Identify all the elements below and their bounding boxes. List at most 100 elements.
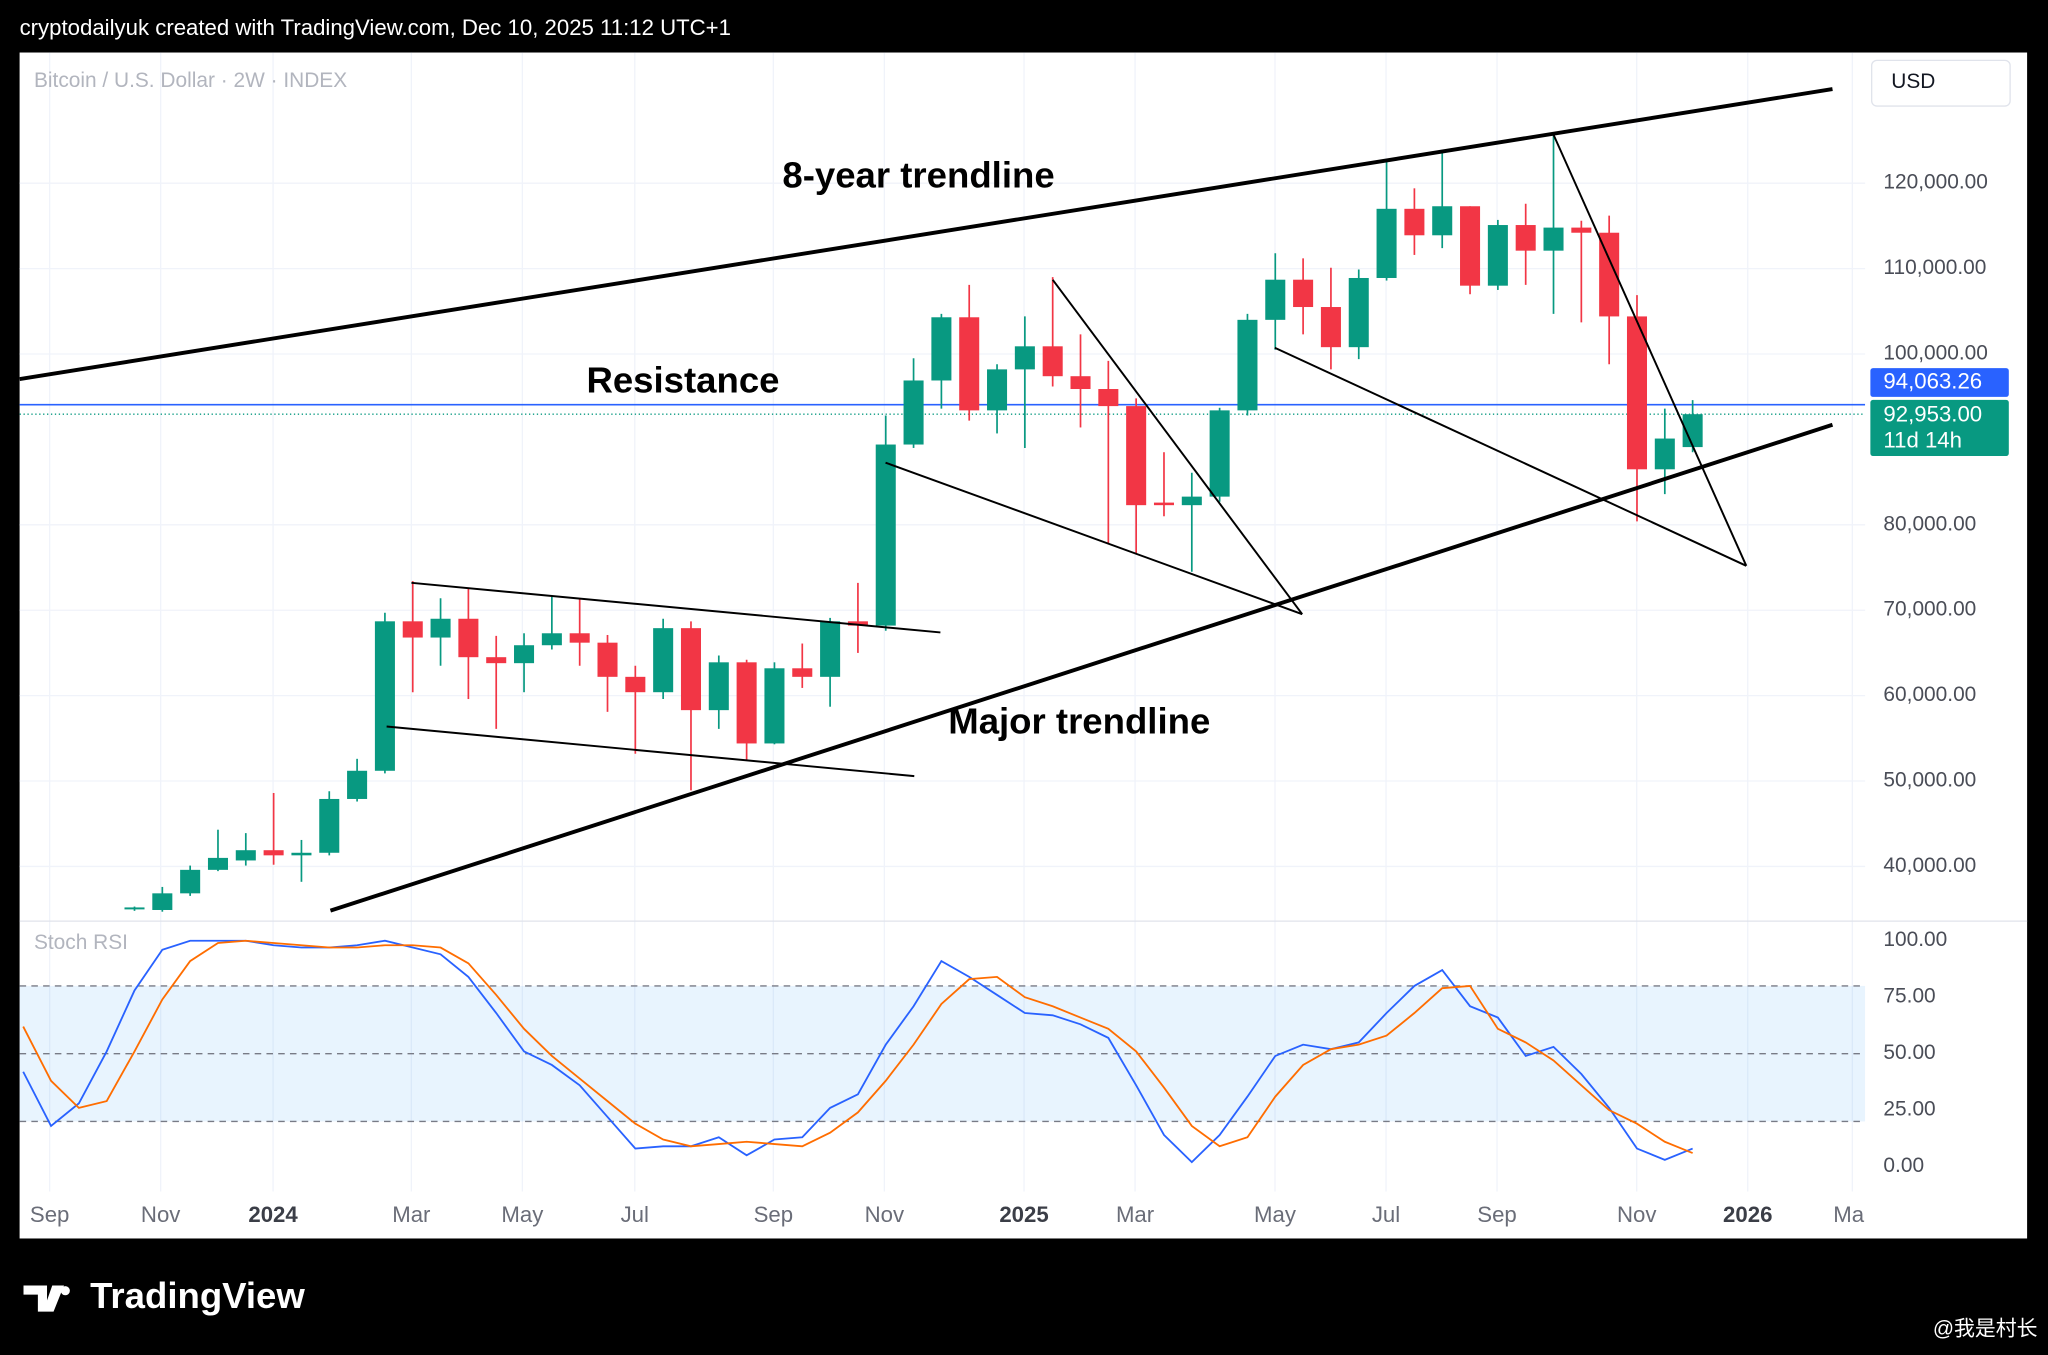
candle-body	[875, 444, 896, 626]
chart-pane	[19, 52, 2028, 1239]
candle-body	[458, 618, 479, 658]
axes: Sep Nov 2024 Mar May Jul Sep Nov 2025 Mar May Jul Se…	[30, 171, 2009, 1227]
candle-body	[1209, 410, 1230, 497]
header-text: cryptodailyuk created with TradingView.c…	[20, 15, 731, 40]
rsi-line	[22, 939, 1693, 1154]
candle-body	[1654, 438, 1675, 470]
candle-body	[124, 907, 145, 910]
candle-body	[1237, 319, 1258, 411]
countdown: 11d 14h	[1883, 427, 1962, 452]
candle-body	[931, 317, 952, 381]
y-tick-label: 100,000.00	[1883, 342, 1987, 365]
x-tick-label: 2025	[999, 1202, 1048, 1227]
candle-body	[1293, 279, 1314, 308]
x-tick-label: May	[1254, 1202, 1297, 1227]
candle-body	[903, 380, 924, 445]
candle-body	[1014, 346, 1035, 370]
trendline	[1552, 133, 1748, 567]
candle-body	[708, 662, 729, 711]
trendline	[885, 461, 1303, 616]
candle-body	[541, 633, 562, 646]
candle-body	[764, 668, 785, 744]
candle-body	[959, 317, 980, 411]
x-tick-label: Mar	[392, 1202, 431, 1227]
candle-body	[486, 657, 507, 664]
candle-body	[1599, 232, 1620, 317]
candle-body	[1348, 277, 1369, 348]
x-tick-label: May	[501, 1202, 544, 1227]
logo	[23, 1285, 70, 1312]
trendline	[329, 422, 1834, 913]
candle-body	[820, 621, 841, 677]
y-tick-label: 100.00	[1883, 928, 1947, 951]
candle-body	[319, 798, 340, 853]
rsi-line	[22, 939, 1693, 1164]
candle-body	[1460, 206, 1481, 286]
candle-body	[263, 850, 284, 856]
candle-body	[374, 621, 395, 771]
x-tick-label: Nov	[141, 1202, 181, 1227]
candle-body	[1265, 279, 1286, 320]
candle-body	[402, 621, 423, 638]
x-tick-label: Mar	[1833, 1202, 1872, 1227]
drawings	[19, 87, 1834, 913]
x-tick-label: Jul	[621, 1202, 649, 1227]
candle-body	[1626, 316, 1648, 470]
annotation: Resistance	[586, 360, 779, 401]
y-tick-label: 120,000.00	[1883, 171, 1987, 194]
y-tick-label: 50.00	[1883, 1041, 1935, 1064]
x-tick-label: Sep	[1477, 1202, 1516, 1227]
candle-body	[1376, 208, 1397, 278]
candle-body	[792, 668, 813, 677]
x-tick-label: 2026	[1723, 1202, 1772, 1227]
candle-body	[847, 621, 868, 626]
candle-body	[1404, 208, 1425, 236]
candle-body	[625, 676, 646, 693]
currency-box[interactable]	[1871, 59, 2011, 107]
candle-body	[235, 850, 256, 861]
chart-title: Bitcoin / U.S. Dollar · 2W · INDEX	[34, 69, 347, 92]
last-price-label: 92,953.00	[1883, 401, 1982, 426]
y-tick-label: 25.00	[1883, 1098, 1935, 1121]
y-tick-label: 0.00	[1883, 1154, 1924, 1177]
candle-body	[1070, 376, 1091, 390]
trendline	[1274, 346, 1747, 567]
x-tick-label: Nov	[1617, 1202, 1657, 1227]
annotation: Major trendline	[948, 701, 1210, 742]
candle-body	[569, 633, 590, 643]
candle-body	[1682, 414, 1703, 448]
x-tick-label: Sep	[30, 1202, 69, 1227]
watermark: @我是村长	[1933, 1317, 2038, 1340]
x-tick-label: Sep	[754, 1202, 793, 1227]
trendline	[411, 581, 941, 634]
candle-body	[1487, 225, 1508, 286]
candle-body	[653, 628, 674, 693]
candle-body	[347, 770, 368, 799]
candle-body	[597, 642, 618, 677]
candle-body	[1181, 496, 1202, 506]
candle-body	[736, 662, 757, 744]
candle-body	[291, 852, 312, 856]
resistance-label: 94,063.26	[1883, 368, 1982, 393]
currency[interactable]: USD	[1891, 70, 1935, 93]
candle-body	[180, 869, 201, 894]
candle-body	[152, 893, 173, 910]
candle-body	[1153, 502, 1175, 506]
y-tick-label: 110,000.00	[1883, 256, 1986, 279]
logo-text: TradingView	[90, 1275, 305, 1316]
x-tick-label: Nov	[865, 1202, 905, 1227]
candle-body	[430, 618, 451, 638]
candle-body	[1042, 346, 1063, 377]
indicator-title: Stoch RSI	[34, 931, 128, 954]
x-tick-label: 2024	[248, 1202, 298, 1227]
x-tick-label: Jul	[1372, 1202, 1400, 1227]
y-tick-label: 60,000.00	[1883, 683, 1976, 706]
y-tick-label: 50,000.00	[1883, 769, 1976, 792]
x-tick-label: Mar	[1116, 1202, 1155, 1227]
resistance-box	[1870, 368, 2009, 397]
last-price-box	[1870, 399, 2009, 456]
logo-icon	[60, 1286, 70, 1296]
candle-body	[1571, 227, 1592, 233]
candle-body	[1098, 389, 1119, 407]
